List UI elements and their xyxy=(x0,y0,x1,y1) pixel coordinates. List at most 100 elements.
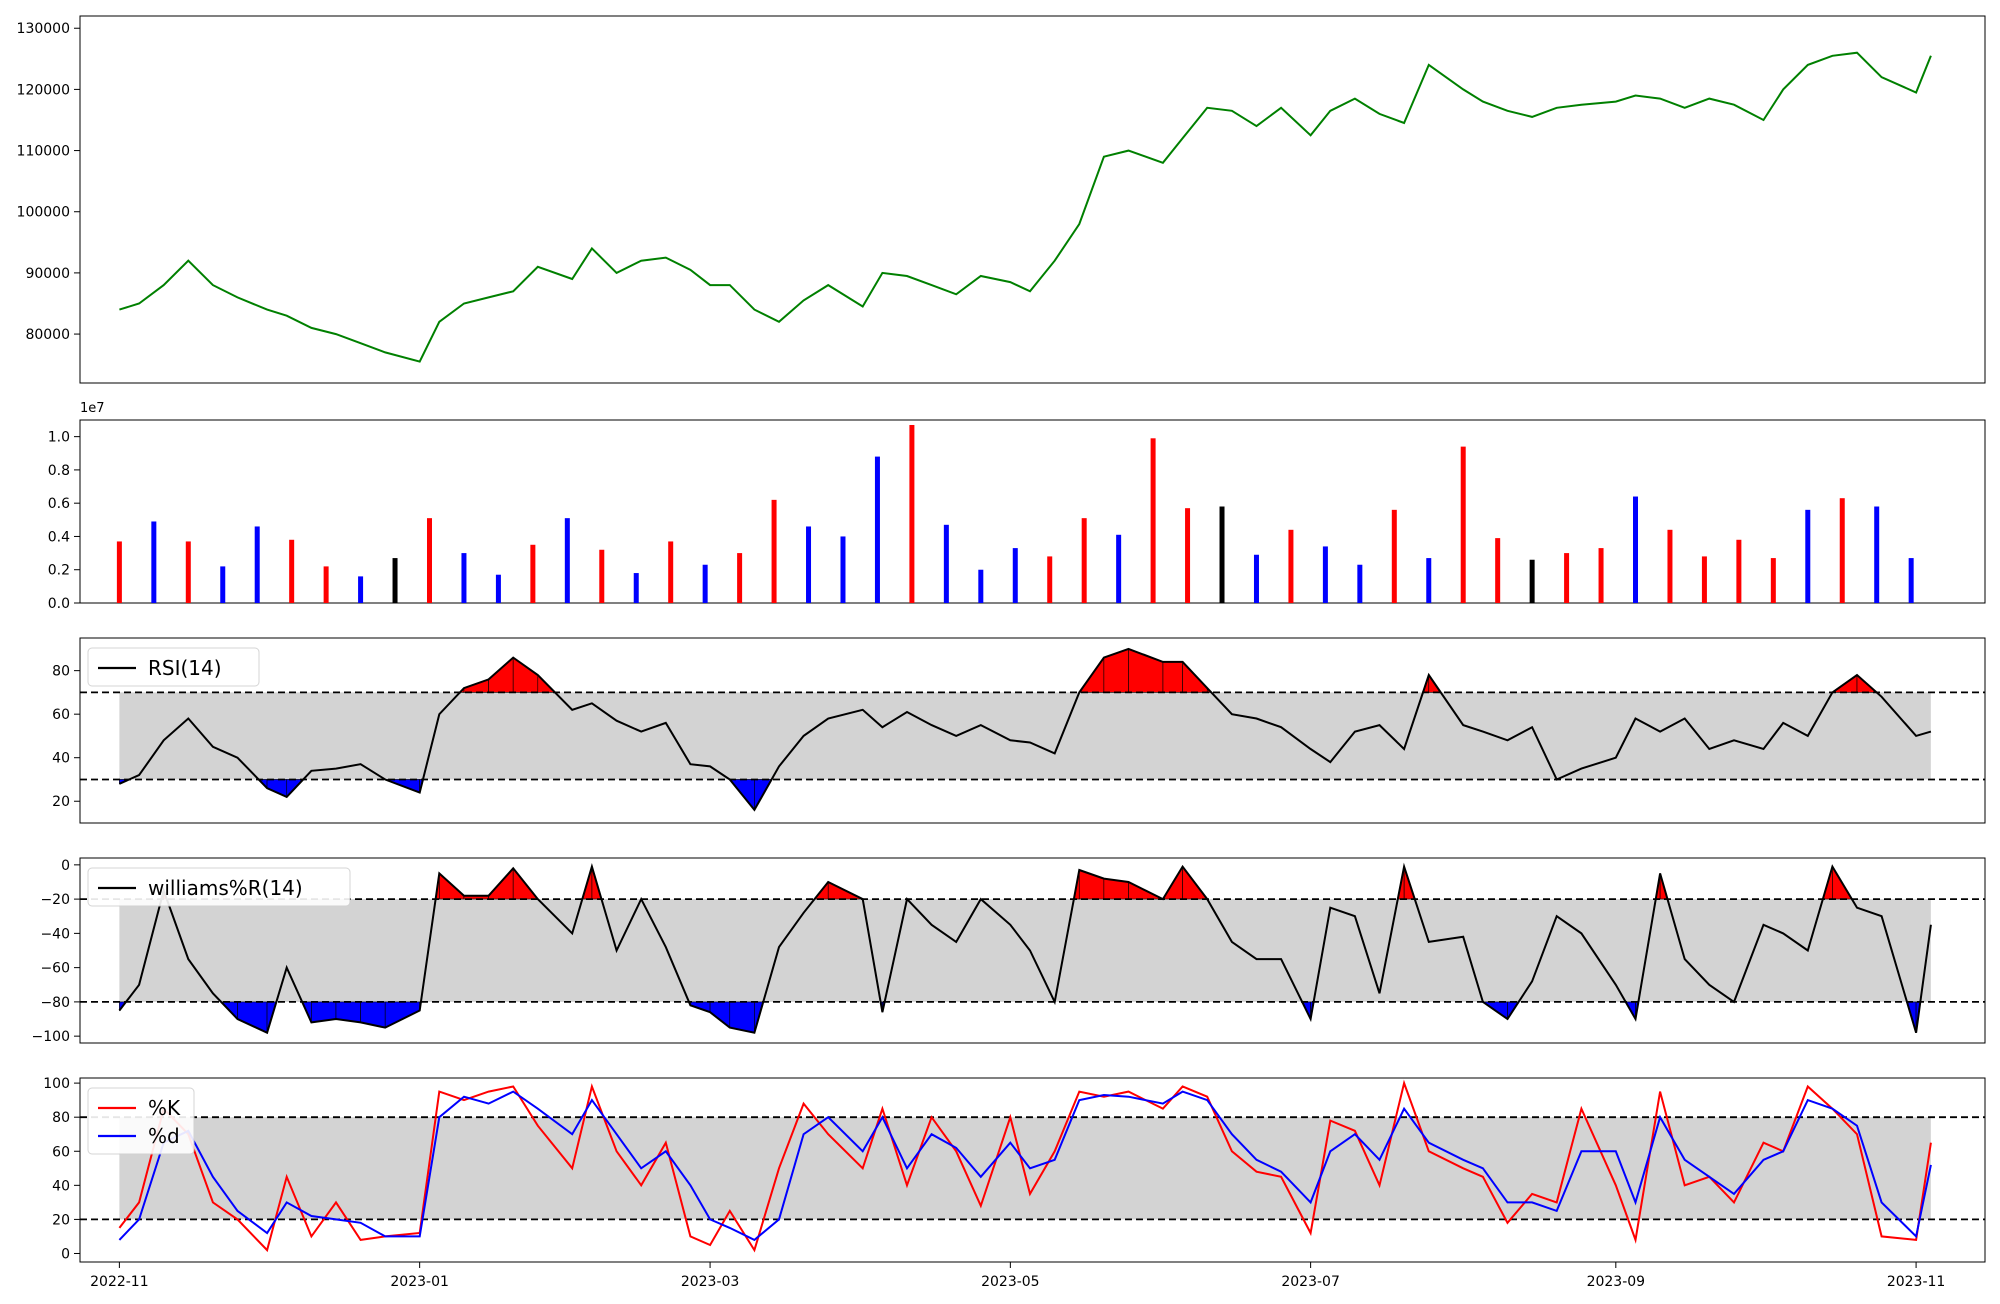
overbought-fill xyxy=(1162,661,1183,693)
y-tick-label: 0.6 xyxy=(48,496,70,512)
y-tick-label: 20 xyxy=(52,794,70,810)
y-tick-label: 100000 xyxy=(17,205,70,221)
volume-bar xyxy=(1047,556,1053,603)
y-tick-label: 20 xyxy=(52,1212,70,1228)
volume-bar xyxy=(1667,529,1673,603)
y-tick-label: 120000 xyxy=(17,82,70,98)
y-tick-label: −40 xyxy=(40,926,70,942)
volume-bar xyxy=(1288,529,1294,603)
overbought-fill xyxy=(512,657,539,693)
y-tick-label: 110000 xyxy=(17,144,70,160)
y-tick-label: −100 xyxy=(32,1029,70,1045)
neutral-band xyxy=(119,899,1931,1002)
volume-bar xyxy=(1598,548,1604,603)
volume-bar xyxy=(1805,509,1811,603)
panel-frame-price xyxy=(79,15,1986,384)
y-tick-label: 60 xyxy=(52,1144,70,1160)
volume-bar xyxy=(358,576,364,603)
volume-bar xyxy=(1357,564,1363,603)
y-tick-label: 0.0 xyxy=(48,596,70,612)
volume-bar xyxy=(943,524,949,603)
y-tick-label: 0.4 xyxy=(48,529,70,545)
volume-bar xyxy=(1701,556,1707,603)
y-tick-label: 90000 xyxy=(25,266,70,282)
oversold-fill xyxy=(266,779,288,798)
volume-bar xyxy=(1460,446,1466,603)
legend-label: %K xyxy=(148,1096,181,1120)
volume-bar xyxy=(1116,534,1122,603)
y-tick-label: 60 xyxy=(52,707,70,723)
volume-bar xyxy=(1012,548,1018,603)
legend-box xyxy=(87,867,351,907)
stoch-d-line xyxy=(118,1090,1932,1242)
volume-bar xyxy=(668,541,674,603)
x-tick-label: 2023-09 xyxy=(1587,1274,1646,1290)
oversold-fill xyxy=(384,1001,420,1029)
volume-bar xyxy=(1736,539,1742,603)
neutral-band xyxy=(119,1117,1931,1220)
volume-bar xyxy=(1839,498,1845,603)
y-tick-label: 40 xyxy=(52,1178,70,1194)
x-tick-label: 2023-05 xyxy=(981,1274,1040,1290)
rsi-line xyxy=(118,647,1932,812)
volume-bar xyxy=(1529,559,1535,603)
x-tick-label: 2023-03 xyxy=(681,1274,740,1290)
volume-bar xyxy=(392,558,398,603)
legend-label: williams%R(14) xyxy=(148,876,303,900)
volume-bar xyxy=(1322,546,1328,603)
volume-bar xyxy=(1874,506,1880,603)
volume-bar xyxy=(840,536,846,603)
volume-bar xyxy=(185,541,191,603)
volume-bar xyxy=(1564,553,1570,603)
volume-bar xyxy=(1426,558,1432,603)
y-tick-label: 80 xyxy=(52,664,70,680)
volume-bar xyxy=(426,518,432,603)
volume-bar xyxy=(323,566,329,603)
volume-bar xyxy=(633,573,639,603)
x-tick-label: 2022-11 xyxy=(90,1274,149,1290)
legend-box xyxy=(87,647,260,687)
volume-bar xyxy=(116,541,122,603)
y-tick-label: 80000 xyxy=(25,327,70,343)
volume-bar xyxy=(1081,518,1087,603)
volume-bar xyxy=(461,553,467,603)
volume-bar xyxy=(1253,554,1259,603)
panel-frame-stochastic xyxy=(79,1077,1986,1263)
volume-bar xyxy=(1908,558,1914,603)
volume-bar xyxy=(806,526,812,603)
volume-bar xyxy=(978,569,984,603)
y-tick-label: 130000 xyxy=(17,21,70,37)
y-tick-label: −80 xyxy=(40,995,70,1011)
oversold-fill xyxy=(237,1001,268,1034)
x-tick-label: 2023-07 xyxy=(1281,1274,1340,1290)
neutral-band xyxy=(119,692,1931,780)
volume-bar xyxy=(1391,509,1397,603)
volume-bar xyxy=(1150,438,1156,603)
legend-label: %d xyxy=(148,1124,180,1148)
volume-bar xyxy=(254,526,260,603)
volume-bar xyxy=(737,553,743,603)
volume-bar xyxy=(220,566,226,603)
panel-frame-williams xyxy=(79,857,1986,1044)
volume-bar xyxy=(1219,506,1225,603)
volume-bar xyxy=(599,549,605,603)
volume-bar xyxy=(702,564,708,603)
y-tick-label: 0 xyxy=(61,858,70,874)
volume-bar xyxy=(151,521,157,603)
panel-frame-volume xyxy=(79,419,1986,604)
volume-bar xyxy=(530,544,536,603)
x-tick-label: 2023-01 xyxy=(390,1274,449,1290)
legend-label: RSI(14) xyxy=(148,656,222,680)
volume-bar xyxy=(1633,496,1639,603)
legend-box xyxy=(87,1087,195,1155)
x-tick-label: 2023-11 xyxy=(1887,1274,1946,1290)
panel-frame-rsi xyxy=(79,637,1986,824)
volume-bar xyxy=(1770,558,1776,603)
y-tick-label: 0.2 xyxy=(48,563,70,579)
volume-bar xyxy=(564,518,570,603)
volume-bar xyxy=(1185,508,1191,603)
volume-bar xyxy=(1495,538,1501,603)
volume-bar xyxy=(909,424,915,603)
